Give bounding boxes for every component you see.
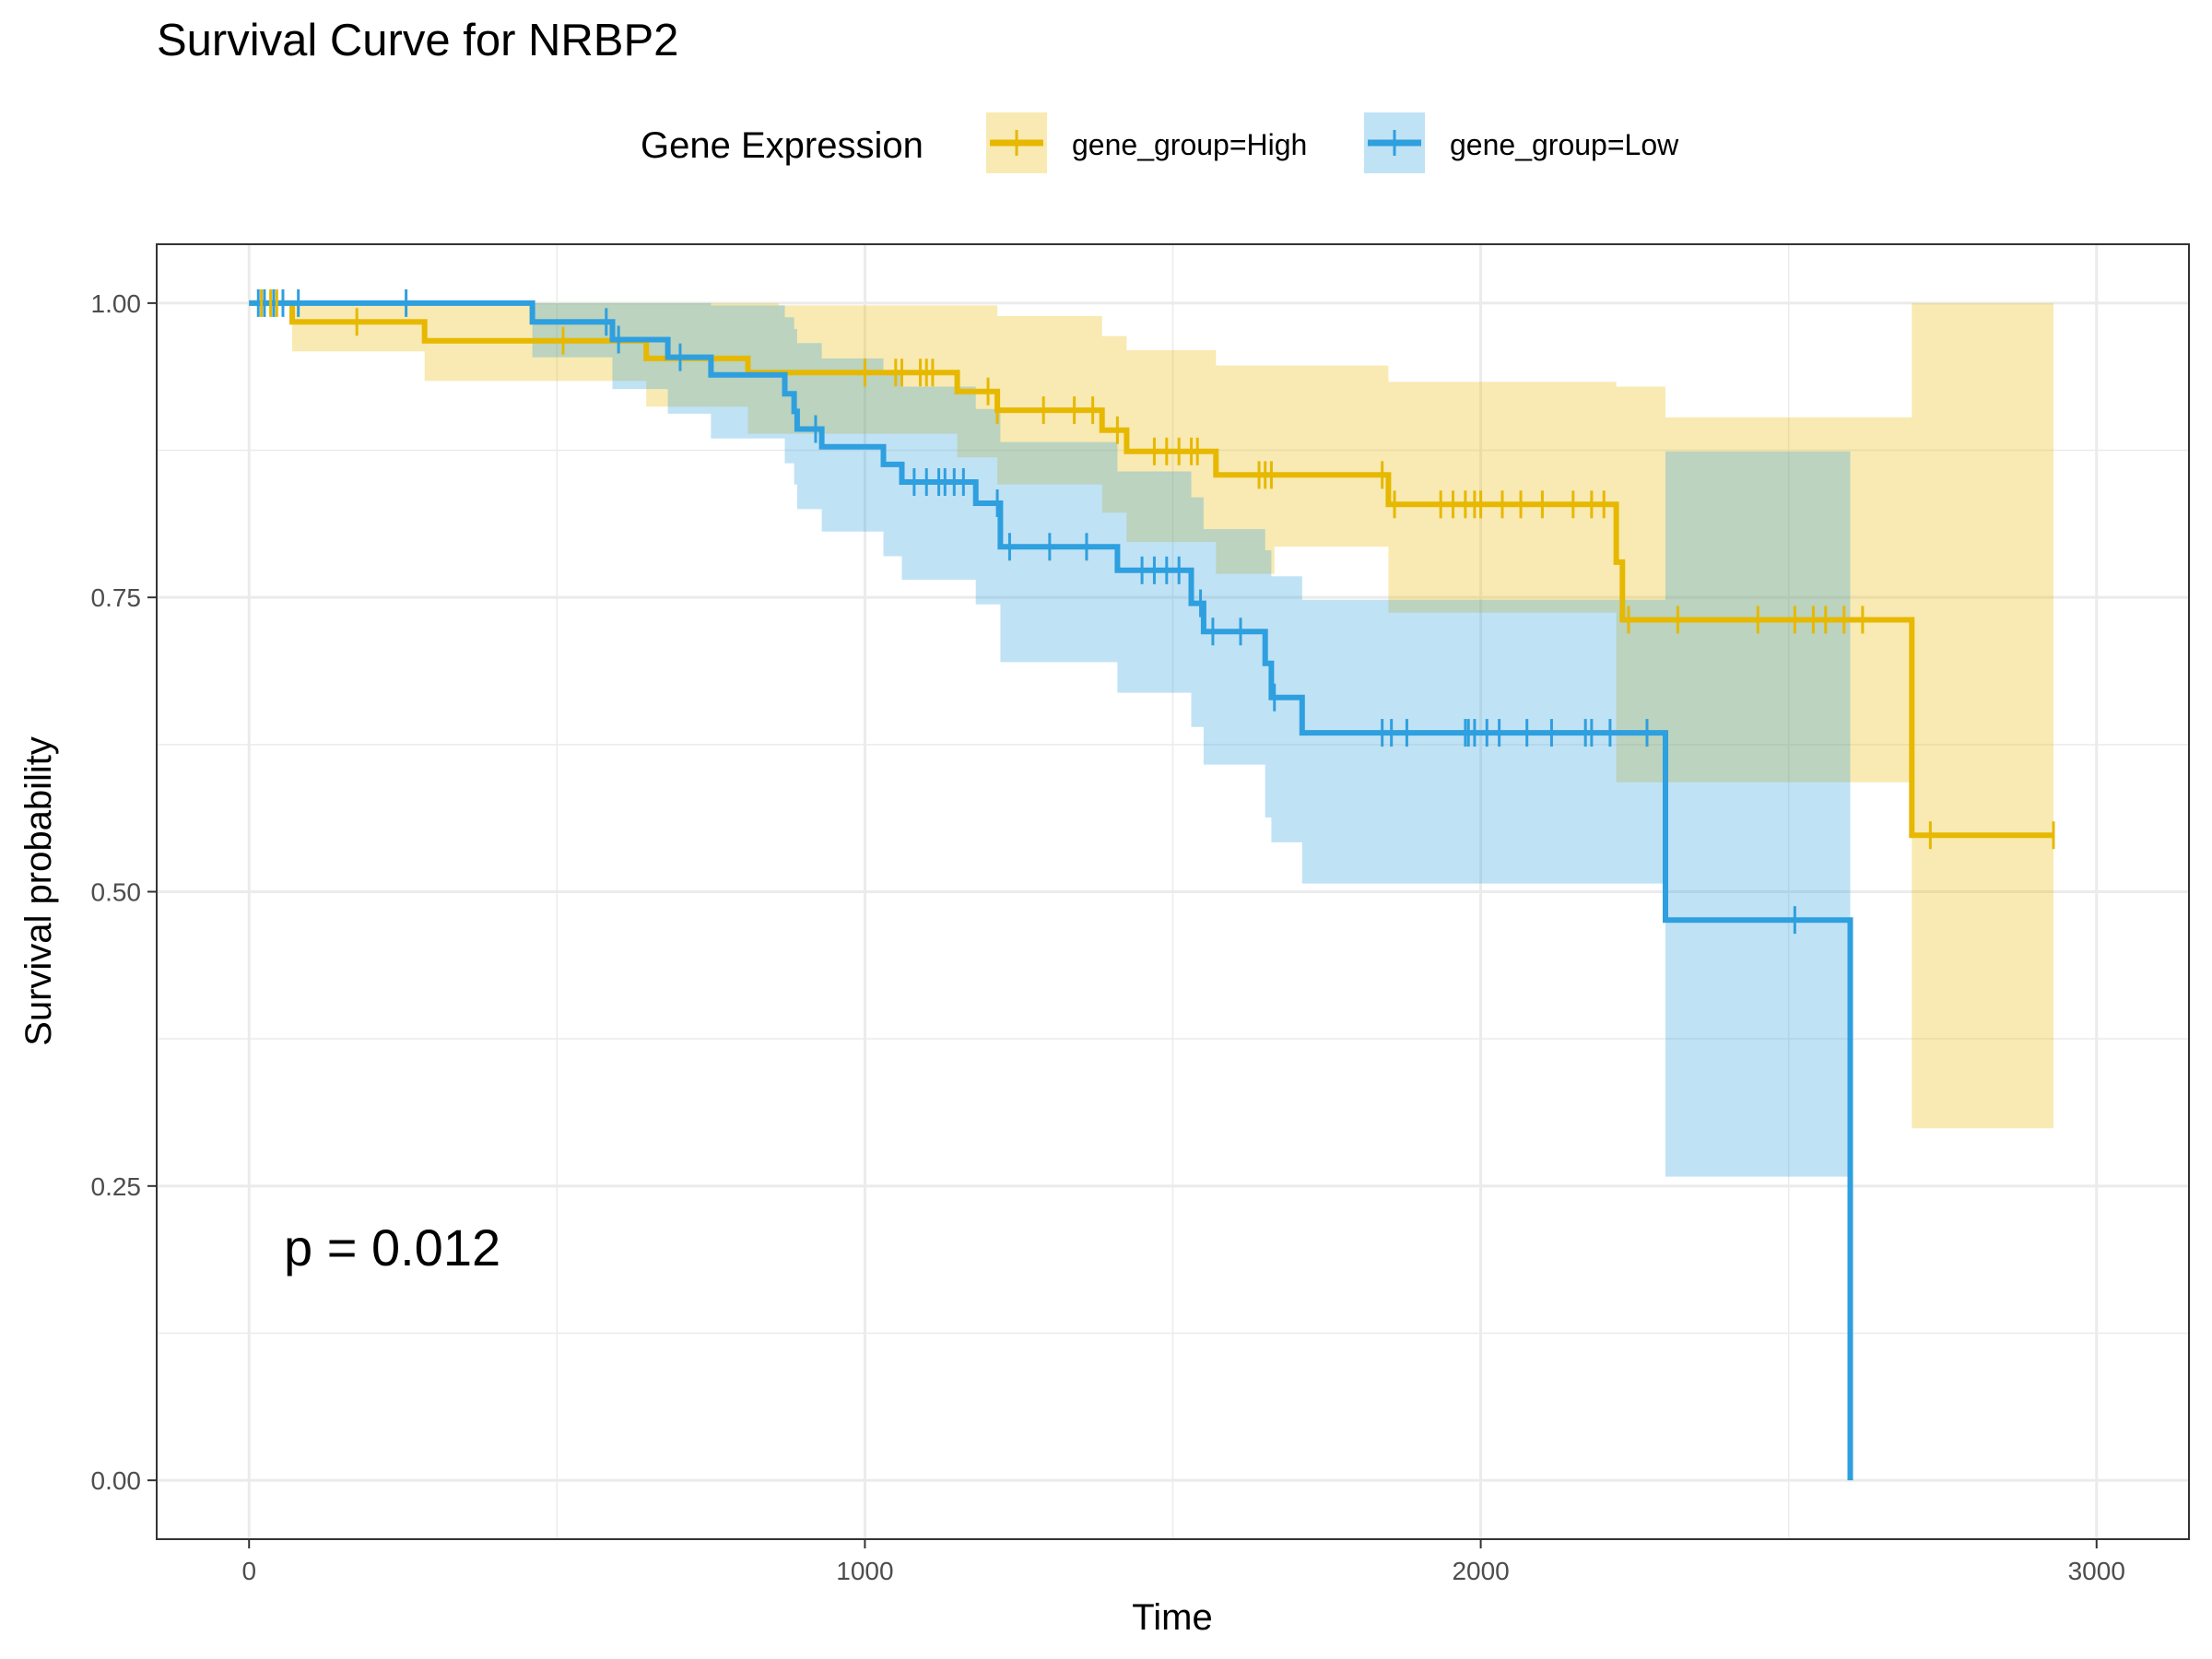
- survival-curve-low: [249, 300, 1853, 1481]
- chart-title: Survival Curve for NRBP2: [157, 16, 678, 65]
- legend: Gene Expression gene_group=High gene_gro…: [641, 112, 1679, 173]
- legend-title: Gene Expression: [641, 125, 924, 166]
- y-axis-title: Survival probability: [18, 736, 59, 1046]
- x-axis-title: Time: [1132, 1597, 1212, 1638]
- confidence-bands: [249, 302, 2054, 1177]
- legend-label-high: gene_group=High: [1072, 128, 1307, 161]
- y-axis: 0.00 0.25 0.50 0.75 1.00: [91, 289, 157, 1495]
- x-tick-label: 1000: [836, 1557, 893, 1585]
- survival-curve-high: [249, 300, 2053, 839]
- legend-item-high: gene_group=High: [986, 112, 1307, 173]
- plot-panel: p = 0.012: [156, 243, 2190, 1540]
- y-tick-label: 0.50: [91, 878, 142, 907]
- legend-item-low: gene_group=Low: [1364, 112, 1679, 173]
- ci-band-low: [249, 302, 1851, 1177]
- y-tick-label: 1.00: [91, 289, 142, 318]
- y-tick-label: 0.00: [91, 1466, 142, 1495]
- p-value-annotation: p = 0.012: [284, 1218, 500, 1277]
- x-tick-label: 0: [241, 1557, 256, 1585]
- y-tick-label: 0.25: [91, 1172, 142, 1201]
- x-tick-label: 3000: [2068, 1557, 2125, 1585]
- censor-marks: [256, 288, 2055, 935]
- legend-label-low: gene_group=Low: [1450, 128, 1679, 161]
- y-tick-label: 0.75: [91, 583, 142, 612]
- x-axis: 0 1000 2000 3000: [241, 1539, 2125, 1585]
- survival-curves: [249, 300, 2053, 1481]
- ci-band-high: [249, 302, 2054, 1129]
- x-tick-label: 2000: [1452, 1557, 1509, 1585]
